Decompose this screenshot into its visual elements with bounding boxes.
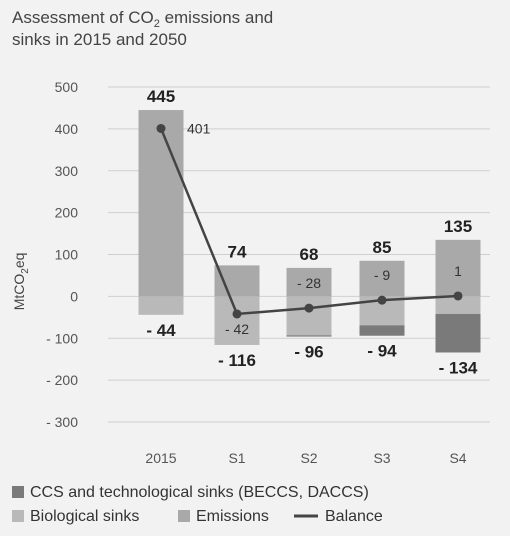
sinks-total-label: - 96 (294, 343, 323, 362)
emissions-bar (214, 265, 260, 297)
legend-label-emissions: Emissions (196, 508, 269, 525)
emissions-total-label: 445 (147, 87, 175, 106)
legend-label-biological: Biological sinks (30, 508, 139, 525)
balance-point (304, 303, 314, 313)
legend-swatch-biological (12, 510, 24, 522)
emissions-total-label: 135 (444, 217, 472, 236)
biological-sinks-bar (435, 296, 481, 314)
ccs-sinks-bar (359, 325, 405, 336)
emissions-total-label: 74 (228, 242, 247, 261)
sinks-total-label: - 134 (439, 358, 478, 377)
legend-swatch-emissions (178, 510, 190, 522)
emissions-bar (138, 110, 184, 297)
legend-swatch-ccs (12, 486, 24, 498)
y-axis-label: MtCO2eq (11, 253, 31, 311)
biological-sinks-bar (214, 296, 260, 345)
sinks-total-label: - 44 (146, 321, 176, 340)
biological-sinks-bar (286, 296, 332, 336)
x-tick-label: S1 (228, 450, 245, 466)
x-tick-label: S4 (449, 450, 466, 466)
chart-title-line-2: sinks in 2015 and 2050 (12, 30, 187, 49)
balance-value-label: - 28 (297, 275, 321, 291)
x-tick-label: S3 (373, 450, 390, 466)
balance-point (377, 295, 387, 305)
x-tick-label: S2 (300, 450, 317, 466)
biological-sinks-bar (138, 296, 184, 315)
emissions-bar (359, 260, 405, 297)
ccs-sinks-bar (435, 313, 481, 353)
legend-label-balance: Balance (325, 508, 383, 525)
emissions-total-label: 68 (300, 245, 319, 264)
chart-title-line-1: Assessment of CO2 emissions and (12, 8, 273, 30)
sinks-total-label: - 94 (367, 342, 397, 361)
legend-label-ccs: CCS and technological sinks (BECCS, DACC… (30, 484, 369, 501)
balance-point (453, 291, 463, 301)
emissions-bar (286, 267, 332, 297)
y-tick-label: - 100 (46, 330, 78, 346)
y-tick-label: 100 (55, 247, 79, 263)
emissions-total-label: 85 (373, 238, 392, 257)
balance-value-label: - 9 (374, 267, 391, 283)
balance-point (232, 309, 242, 319)
emissions-bar (435, 239, 481, 297)
x-tick-label: 2015 (145, 450, 176, 466)
balance-value-label: 401 (187, 120, 211, 136)
y-tick-label: 400 (55, 121, 79, 137)
y-tick-label: - 200 (46, 372, 78, 388)
y-tick-label: 200 (55, 205, 79, 221)
sinks-total-label: - 116 (218, 351, 256, 370)
y-tick-label: - 300 (46, 414, 78, 430)
ccs-sinks-bar (286, 335, 332, 337)
balance-value-label: 1 (454, 263, 462, 279)
y-tick-label: 0 (70, 288, 78, 304)
balance-point (156, 123, 166, 133)
balance-value-label: - 42 (225, 321, 249, 337)
y-tick-label: 300 (55, 163, 79, 179)
y-tick-label: 500 (55, 79, 79, 95)
